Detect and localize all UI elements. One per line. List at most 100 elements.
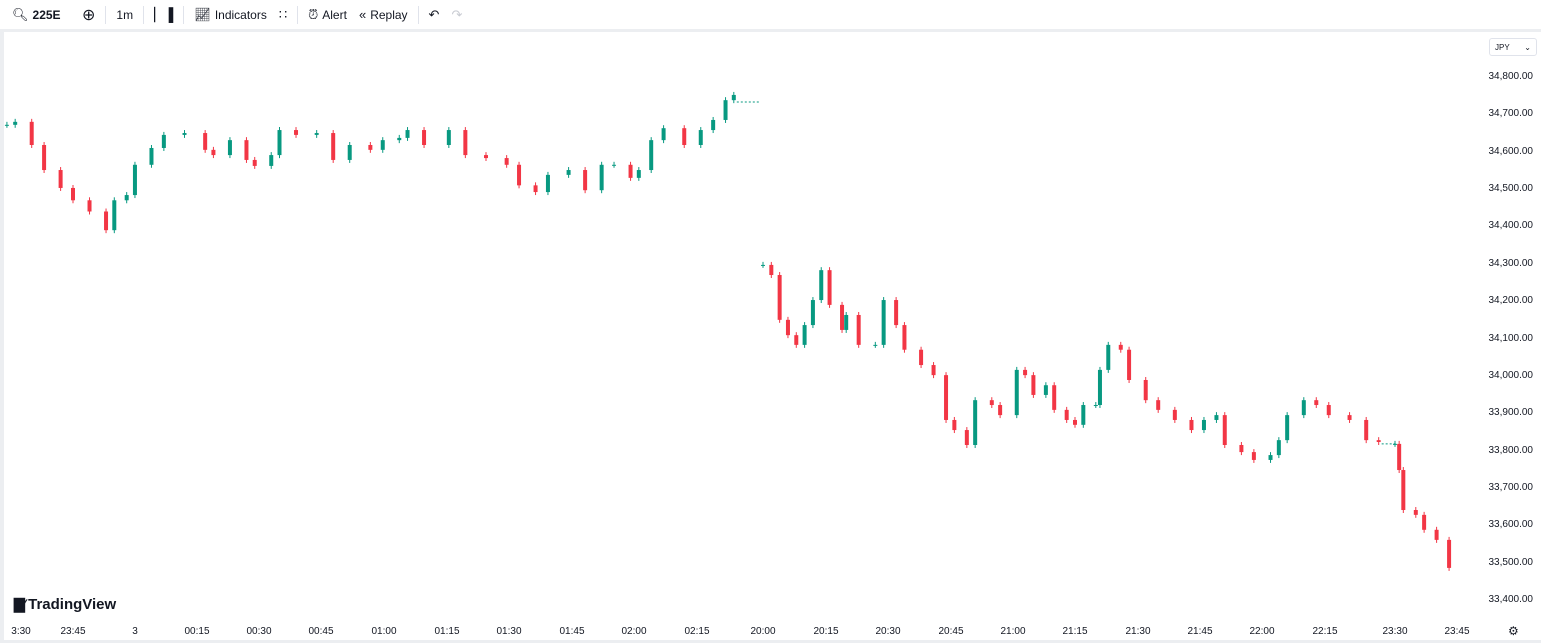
divider [183, 5, 185, 24]
time-tick-label: 20:00 [750, 626, 776, 637]
time-tick-label: 23:30 [1382, 626, 1408, 637]
candle-body [1434, 529, 1439, 540]
candle-body [1064, 409, 1069, 420]
candle-body [1097, 369, 1102, 406]
candle-body [149, 147, 154, 165]
candle-body [227, 140, 232, 156]
candle-body [380, 140, 385, 150]
time-tick-label: 01:45 [559, 626, 585, 637]
candle-body [29, 121, 34, 145]
candle-body [422, 130, 427, 145]
currency-label: JPY [1495, 42, 1510, 52]
time-tick-label: 01:30 [496, 626, 522, 637]
candle-body [1397, 443, 1402, 471]
replay-label: Replay [370, 7, 408, 22]
price-chart[interactable] [4, 35, 1541, 643]
replay-icon: « [358, 7, 367, 22]
interval-button[interactable]: 1m [110, 0, 139, 29]
candle-body [545, 174, 550, 193]
candle-body [894, 300, 899, 326]
candle-body [484, 155, 488, 159]
candle-body [446, 130, 451, 145]
alert-label: Alert [322, 7, 347, 22]
candle-body [973, 400, 978, 445]
candle-body [1268, 455, 1273, 460]
price-tick-label: 34,700.00 [1488, 108, 1534, 120]
candle-body [731, 94, 736, 101]
price-tick-label: 34,300.00 [1488, 257, 1534, 269]
candle-body [944, 375, 949, 420]
left-border [0, 32, 4, 643]
candle-body [1118, 344, 1123, 350]
bottom-border [4, 640, 1541, 643]
candle-body [794, 335, 799, 345]
time-tick-label: 21:00 [1000, 626, 1026, 637]
candle-body [1422, 514, 1427, 530]
candle-body [566, 170, 571, 175]
redo-button[interactable]: ↷ [445, 0, 468, 29]
candle-body [711, 119, 716, 131]
candle-body [1156, 400, 1161, 410]
candle-body [331, 133, 336, 160]
candle-body [919, 349, 924, 366]
time-tick-label: 00:15 [184, 626, 210, 637]
tradingview-logo[interactable]: ▇∕ TradingView [14, 596, 116, 613]
price-tick-label: 34,000.00 [1488, 369, 1534, 381]
time-tick-label: 21:45 [1187, 626, 1213, 637]
price-tick-label: 34,100.00 [1488, 332, 1534, 344]
candle-body [873, 344, 878, 346]
chart-type-button[interactable]: ▏▐ [148, 0, 179, 29]
chart-pane[interactable] [4, 35, 1541, 643]
candle-body [1314, 400, 1319, 406]
templates-button[interactable]: ∷ [273, 0, 293, 29]
search-icon: 🔍︎ [12, 6, 29, 22]
time-tick-label: 20:30 [875, 626, 901, 637]
candle-body [802, 325, 807, 345]
undo-button[interactable]: ↶ [423, 0, 446, 29]
price-tick-label: 34,500.00 [1488, 183, 1534, 195]
candle-body [368, 144, 373, 150]
candle-body [203, 133, 208, 150]
candle-body [1347, 415, 1352, 420]
candle-body [1276, 440, 1281, 456]
time-tick-label: 01:00 [371, 626, 397, 637]
candle-body [1106, 344, 1111, 370]
candle-body [42, 144, 47, 171]
candle-body [682, 128, 687, 145]
candle-body [819, 270, 824, 301]
candle-body [769, 264, 774, 276]
time-tick-label: 23:45 [1444, 626, 1470, 637]
candle-body [1127, 349, 1132, 380]
candle-body [612, 164, 617, 166]
candle-body [649, 140, 654, 171]
candle-body [13, 121, 18, 125]
time-tick-label: 23:45 [60, 626, 86, 637]
alert-button[interactable]: ⏰︎ Alert [302, 0, 353, 29]
replay-button[interactable]: « Replay [353, 0, 414, 29]
candle-body [881, 300, 886, 345]
candle-body [533, 185, 538, 193]
candle-body [1364, 419, 1369, 441]
candles-icon: ▏▐ [154, 6, 174, 22]
candle-body [1413, 510, 1418, 515]
candle-body [244, 140, 249, 160]
candle-body [1014, 369, 1019, 416]
candle-body [1172, 409, 1177, 420]
candle-body [277, 130, 282, 156]
undo-icon: ↶ [428, 6, 440, 22]
divider [417, 5, 419, 24]
candle-body [211, 149, 216, 156]
time-tick-label: 02:00 [621, 626, 647, 637]
time-tick-label: 21:15 [1062, 626, 1088, 637]
candle-body [583, 170, 588, 191]
price-tick-label: 33,900.00 [1488, 407, 1534, 419]
currency-select[interactable]: JPY ⌄ [1489, 38, 1537, 56]
candle-body [777, 275, 782, 320]
candle-body [1301, 400, 1306, 416]
candle-body [1052, 385, 1057, 410]
symbol-search-button[interactable]: 🔍︎ 225E [0, 0, 76, 29]
gear-icon[interactable]: ⚙︎ [1508, 624, 1519, 638]
compare-button[interactable]: ⊕ [76, 0, 101, 29]
candle-body [952, 419, 957, 431]
indicators-button[interactable]: 📈︎ Indicators [188, 0, 273, 29]
